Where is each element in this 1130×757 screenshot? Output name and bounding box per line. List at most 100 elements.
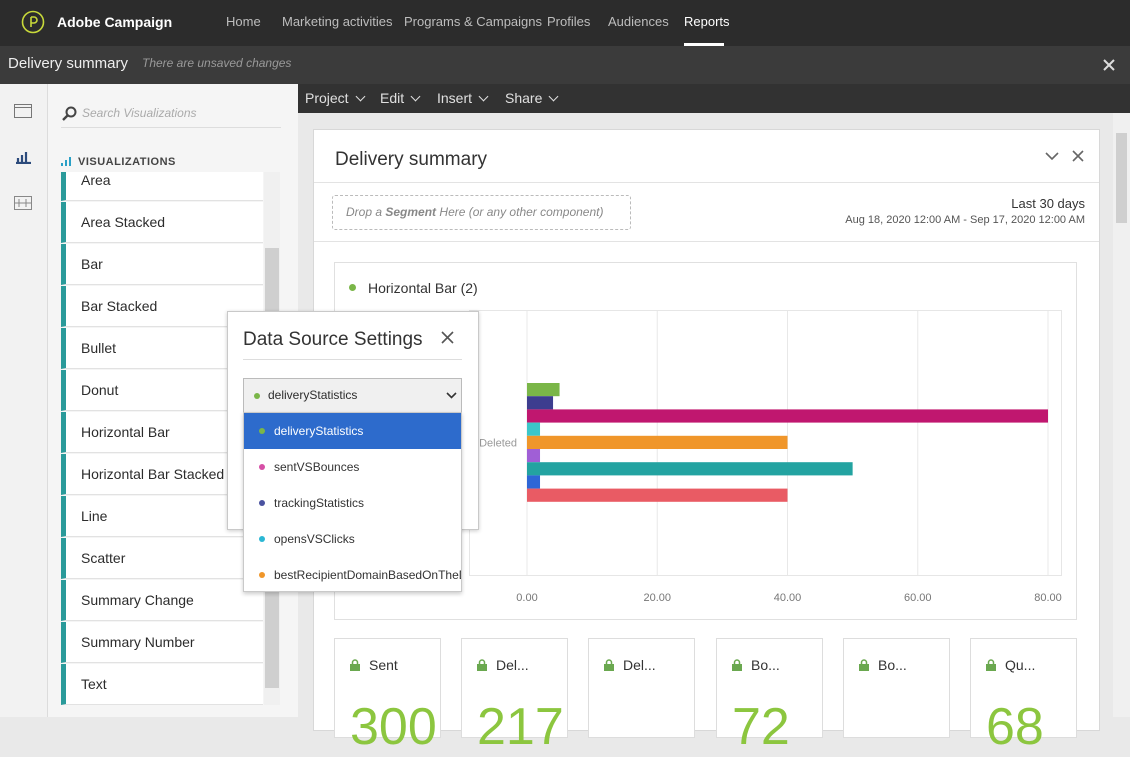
top-bar: Adobe Campaign Home Marketing activities P… bbox=[0, 0, 1130, 46]
option-label: deliveryStatistics bbox=[274, 424, 364, 438]
drop-keyword: Segment bbox=[385, 205, 437, 219]
divider bbox=[243, 359, 462, 360]
nav-item[interactable]: Programs & Campaigns bbox=[404, 14, 542, 29]
chart: 0.00 20.00 40.00 60.00 80.00 Deleted bbox=[479, 383, 1062, 604]
page-scrollbar[interactable] bbox=[1113, 113, 1130, 717]
visualization-item[interactable]: Scatter bbox=[61, 538, 263, 579]
panel-title: Delivery summary bbox=[335, 149, 488, 170]
menu-item[interactable]: Edit bbox=[380, 90, 419, 106]
menu-item[interactable]: Project bbox=[305, 90, 364, 106]
divider bbox=[314, 182, 1099, 183]
source-option[interactable]: bestRecipientDomainBasedOnTheD bbox=[244, 557, 461, 593]
select-dot bbox=[254, 393, 260, 399]
x-tick-label: 80.00 bbox=[1034, 592, 1062, 604]
lock-icon bbox=[350, 659, 360, 671]
nav-item[interactable]: Marketing activities bbox=[282, 14, 393, 29]
icon-rail bbox=[0, 84, 48, 717]
close-button[interactable] bbox=[1103, 59, 1115, 71]
bar bbox=[527, 409, 1048, 423]
bar bbox=[527, 383, 560, 397]
card-label: Del... bbox=[623, 657, 656, 673]
card-label: Sent bbox=[369, 657, 398, 673]
source-option[interactable]: deliveryStatistics bbox=[244, 413, 461, 449]
source-option[interactable]: trackingStatistics bbox=[244, 485, 461, 521]
card-label: Bo... bbox=[751, 657, 780, 673]
option-dot bbox=[259, 428, 265, 434]
visualization-item[interactable]: Area bbox=[61, 172, 263, 201]
app-name: Adobe Campaign bbox=[57, 14, 173, 30]
chart-dot bbox=[349, 284, 356, 291]
nav-item[interactable]: Home bbox=[226, 14, 261, 29]
source-option[interactable]: sentVSBounces bbox=[244, 449, 461, 485]
header-bar: Delivery summary There are unsaved chang… bbox=[0, 46, 1130, 84]
popup-close[interactable] bbox=[441, 331, 454, 344]
logo bbox=[21, 10, 45, 34]
y-tick-label: Deleted bbox=[479, 437, 517, 449]
option-dot bbox=[259, 536, 265, 542]
components-icon[interactable] bbox=[14, 196, 32, 210]
option-dot bbox=[259, 572, 265, 578]
header-status: There are unsaved changes bbox=[142, 56, 292, 70]
x-tick-label: 40.00 bbox=[774, 592, 802, 604]
lock-icon bbox=[859, 659, 869, 671]
scroll-thumb[interactable] bbox=[1116, 133, 1127, 223]
x-tick-label: 0.00 bbox=[516, 592, 537, 604]
visualizations-icon[interactable] bbox=[15, 150, 31, 164]
visualization-item[interactable]: Summary Number bbox=[61, 622, 263, 663]
option-label: opensVSClicks bbox=[274, 532, 355, 546]
date-range: Aug 18, 2020 12:00 AM - Sep 17, 2020 12:… bbox=[845, 214, 1085, 226]
x-tick-label: 20.00 bbox=[643, 592, 671, 604]
menu-item[interactable]: Share bbox=[505, 90, 557, 106]
select-chevron bbox=[446, 392, 457, 399]
option-dot bbox=[259, 500, 265, 506]
drop-zone[interactable]: Drop a Segment Here (or any other compon… bbox=[332, 195, 631, 230]
header-title: Delivery summary bbox=[8, 55, 129, 72]
search-input[interactable]: Search Visualizations bbox=[82, 106, 197, 120]
bar bbox=[527, 435, 788, 449]
date-label[interactable]: Last 30 days bbox=[1011, 196, 1085, 211]
visualization-item[interactable]: Bar bbox=[61, 244, 263, 285]
chart-title: Horizontal Bar (2) bbox=[368, 280, 478, 296]
section-icon bbox=[61, 157, 71, 166]
visualization-item[interactable]: Summary Change bbox=[61, 580, 263, 621]
search-icon bbox=[62, 106, 77, 121]
option-label: bestRecipientDomainBasedOnTheD bbox=[274, 568, 461, 582]
menu-item[interactable]: Insert bbox=[437, 90, 487, 106]
source-options: deliveryStatistics sentVSBounces trackingS… bbox=[243, 412, 462, 592]
bar bbox=[527, 488, 788, 502]
visualization-item[interactable]: Text bbox=[61, 664, 263, 705]
bar bbox=[527, 462, 853, 476]
section-title: VISUALIZATIONS bbox=[78, 156, 176, 168]
search-underline bbox=[61, 127, 281, 128]
panels-icon[interactable] bbox=[14, 104, 32, 118]
x-tick-label: 60.00 bbox=[904, 592, 932, 604]
nav-underline bbox=[684, 43, 724, 46]
bar bbox=[527, 475, 541, 489]
lock-icon bbox=[732, 659, 742, 671]
source-select[interactable]: deliveryStatistics bbox=[243, 378, 462, 413]
lock-icon bbox=[477, 659, 487, 671]
card-label: Qu... bbox=[1005, 657, 1036, 673]
source-option[interactable]: opensVSClicks bbox=[244, 521, 461, 557]
option-label: sentVSBounces bbox=[274, 460, 360, 474]
card-label: Bo... bbox=[878, 657, 907, 673]
divider bbox=[314, 241, 1099, 242]
visualization-item[interactable]: Area Stacked bbox=[61, 202, 263, 243]
option-label: trackingStatistics bbox=[274, 496, 365, 510]
nav-item[interactable]: Reports bbox=[684, 14, 730, 29]
popup-title: Data Source Settings bbox=[243, 329, 423, 350]
page: Adobe Campaign Home Marketing activities P… bbox=[0, 0, 1130, 717]
lock-icon bbox=[986, 659, 996, 671]
select-value: deliveryStatistics bbox=[268, 388, 358, 402]
bar bbox=[527, 396, 554, 410]
option-dot bbox=[259, 464, 265, 470]
card-label: Del... bbox=[496, 657, 529, 673]
collapse-button[interactable] bbox=[1045, 151, 1059, 161]
nav-item[interactable]: Profiles bbox=[547, 14, 591, 29]
panel-close[interactable] bbox=[1072, 150, 1084, 162]
nav-item[interactable]: Audiences bbox=[608, 14, 669, 29]
lock-icon bbox=[604, 659, 614, 671]
drop-suffix: Here (or any other component) bbox=[439, 205, 604, 219]
bar bbox=[527, 422, 541, 436]
drop-prefix: Drop a bbox=[346, 205, 383, 219]
